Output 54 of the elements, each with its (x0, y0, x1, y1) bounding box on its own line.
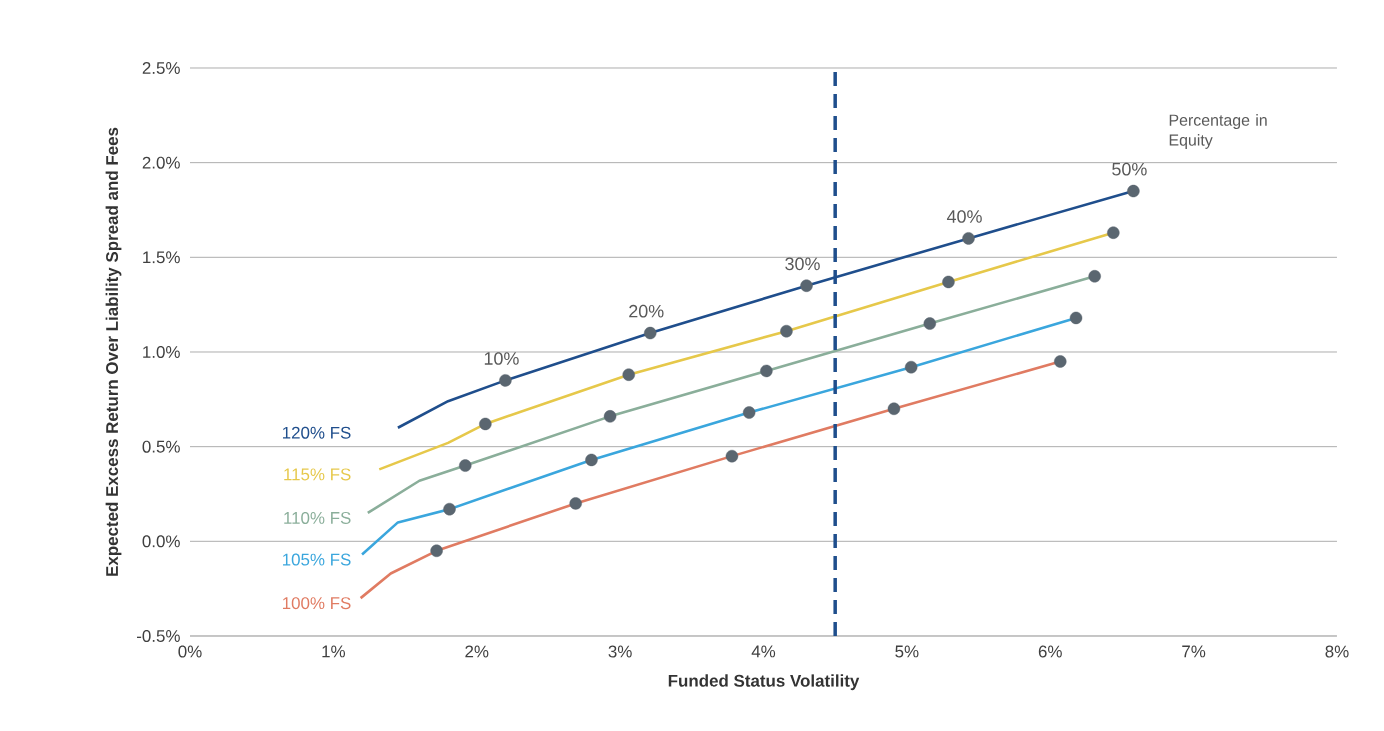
x-tick-label: 3% (608, 645, 632, 658)
point (644, 326, 657, 340)
point (1127, 184, 1140, 198)
y-tick-label: -0.5% (136, 630, 180, 642)
annotation: 20% (629, 304, 664, 318)
point (459, 459, 472, 472)
point (760, 364, 773, 378)
point (1069, 311, 1083, 325)
point (499, 374, 512, 387)
point (479, 417, 492, 431)
point (622, 368, 635, 381)
y-tick-label: 1.5% (143, 251, 180, 264)
point (742, 406, 756, 419)
annotation: 30% (785, 257, 820, 271)
point (962, 232, 975, 245)
point (443, 502, 456, 516)
x-tick-label: 7% (1182, 645, 1206, 658)
annotation: 40% (946, 210, 982, 223)
x-tick-label: 5% (895, 645, 919, 658)
y-tick-label: 2.0% (142, 156, 180, 169)
y-tick-label: 1.0% (143, 345, 180, 358)
point (887, 402, 901, 415)
text: 120% FS (282, 426, 351, 439)
y-axis-title: Expected Excess Return Over Liability Spread and Fees (105, 127, 122, 576)
annotation: 50% (1112, 162, 1147, 176)
point (904, 360, 918, 374)
x-tick-label: 2% (465, 645, 489, 658)
y-tick-label: 0.5% (142, 440, 180, 453)
point (603, 410, 617, 423)
point (780, 324, 793, 338)
y-tick-label: 0.0% (142, 535, 180, 548)
annotation: 10% (484, 352, 519, 365)
series-label: 115% FS (284, 468, 351, 481)
point (942, 275, 955, 289)
point (585, 453, 598, 467)
series-label: 105% FS (282, 553, 351, 566)
point (1054, 355, 1067, 368)
point (1088, 270, 1101, 283)
y-tick-label: 2.5% (142, 61, 180, 74)
x-tick-label: 0% (178, 645, 202, 658)
x-tick-label: 6% (1038, 645, 1062, 658)
point (923, 317, 936, 330)
point (569, 497, 582, 510)
point (430, 544, 443, 557)
point (800, 279, 813, 292)
series-label: 100% FS (282, 597, 351, 610)
x-tick-label: 8% (1325, 645, 1349, 658)
x-tick-label: 1% (322, 645, 346, 658)
point (1107, 226, 1120, 239)
x-axis-title: Funded Status Volatility (668, 674, 860, 691)
series-label: 110% FS (284, 511, 351, 524)
x-tick-label: 4% (751, 645, 776, 658)
annotation: Percentage in Equity (1169, 114, 1267, 149)
point (725, 449, 739, 463)
